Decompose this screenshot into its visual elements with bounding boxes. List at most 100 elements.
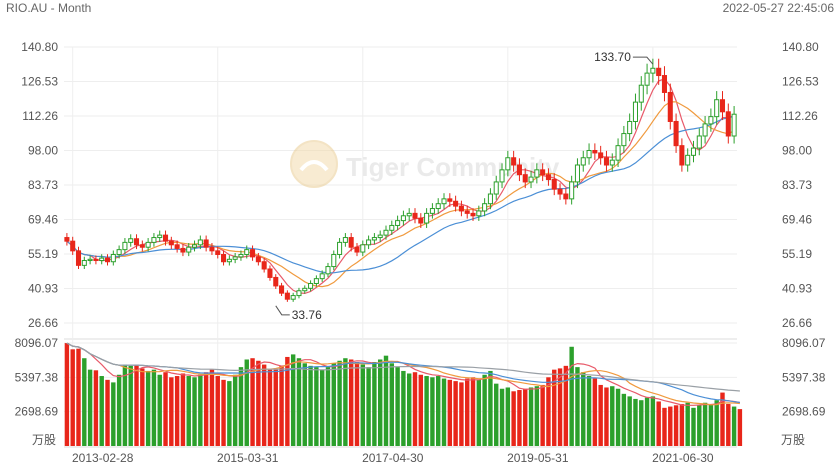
volume-bar xyxy=(383,355,389,446)
volume-unit-left: 万股 xyxy=(32,433,56,447)
price-moving-averages xyxy=(66,78,735,295)
volume-bar xyxy=(679,404,685,446)
volume-bar xyxy=(82,358,87,446)
volume-bar xyxy=(499,388,505,446)
candle-down xyxy=(557,188,563,195)
volume-unit-right: 万股 xyxy=(781,433,805,447)
volume-bar xyxy=(372,362,377,446)
high-annotation: 133.70 xyxy=(594,50,631,64)
volume-bar xyxy=(215,376,220,446)
x-tick-label: 2019-05-31 xyxy=(507,451,569,465)
volume-bar xyxy=(348,359,354,446)
volume-bar xyxy=(586,376,592,446)
volume-bar xyxy=(296,358,302,446)
candle-down xyxy=(516,164,522,176)
candle-up xyxy=(389,224,395,231)
volume-bar xyxy=(662,407,667,446)
volume-bar xyxy=(412,372,418,446)
volume-bar xyxy=(99,376,104,446)
candle-down xyxy=(174,244,180,249)
volume-bar xyxy=(737,409,743,446)
candle-up xyxy=(371,237,377,241)
candle-down xyxy=(168,240,174,246)
volume-bar xyxy=(557,368,563,446)
candle-down xyxy=(279,285,285,294)
volume-ma-line xyxy=(66,342,740,392)
candle-up xyxy=(609,159,615,166)
volume-bar xyxy=(244,359,249,446)
volume-bar xyxy=(424,376,429,446)
candle-up xyxy=(186,246,192,253)
volume-bar xyxy=(174,376,180,446)
candle-down xyxy=(215,250,221,255)
candle-up xyxy=(151,237,157,243)
candle-down xyxy=(603,157,609,166)
candle-down xyxy=(133,238,140,246)
volume-bar xyxy=(610,386,615,446)
candlesticks xyxy=(64,58,737,302)
volume-bar xyxy=(256,360,261,446)
candle-down xyxy=(551,179,557,190)
candle-down xyxy=(656,67,662,77)
volume-bar xyxy=(354,362,360,446)
candle-down xyxy=(464,210,470,214)
price-tick-label: 26.66 xyxy=(782,316,812,330)
candle-up xyxy=(337,241,343,255)
volume-bar xyxy=(476,379,482,446)
candle-up xyxy=(197,239,203,246)
candle-up xyxy=(110,253,116,263)
candle-up xyxy=(441,198,447,205)
price-tick-label: 26.66 xyxy=(28,316,58,330)
volume-bar xyxy=(447,379,453,446)
volume-bar xyxy=(639,400,644,446)
candle-down xyxy=(540,169,546,176)
price-tick-label: 112.26 xyxy=(22,109,58,123)
volume-tick-label: 2698.69 xyxy=(782,405,826,419)
candle-up xyxy=(499,169,505,183)
candle-up xyxy=(493,181,499,195)
volume-bar xyxy=(331,363,336,446)
volume-bar xyxy=(111,382,116,446)
volume-bar xyxy=(453,381,458,446)
volume-bar xyxy=(668,406,673,446)
candle-up xyxy=(145,241,151,248)
volume-bar xyxy=(203,372,209,446)
volume-bar xyxy=(285,356,290,446)
candle-up xyxy=(580,157,586,166)
candle-up xyxy=(81,260,87,266)
candle-down xyxy=(267,268,273,278)
candle-down xyxy=(180,247,186,253)
volume-bar xyxy=(319,369,325,446)
candle-up xyxy=(244,249,250,255)
candle-down xyxy=(592,149,598,154)
candle-up xyxy=(290,295,296,300)
volume-bar xyxy=(482,374,487,446)
candle-up xyxy=(482,203,488,212)
candle-up xyxy=(296,290,302,297)
candle-up xyxy=(435,203,441,210)
annotations: 133.70 33.76 xyxy=(275,50,654,322)
candle-down xyxy=(511,157,517,166)
candle-up xyxy=(232,256,238,260)
volume-tick-label: 5397.38 xyxy=(15,370,59,384)
volume-bar xyxy=(430,377,435,446)
volume-bar xyxy=(250,358,255,446)
candle-up xyxy=(400,215,406,222)
candle-up xyxy=(569,181,575,200)
volume-bar xyxy=(511,391,516,446)
volume-tick-label: 8096.07 xyxy=(782,336,826,350)
candle-down xyxy=(64,237,70,242)
price-tick-label: 140.80 xyxy=(21,40,58,54)
volume-moving-averages xyxy=(66,342,741,406)
candle-down xyxy=(284,292,290,300)
candle-up xyxy=(424,212,430,224)
volume-bar xyxy=(343,358,348,446)
volume-bar xyxy=(128,365,133,446)
candle-down xyxy=(261,261,267,270)
candle-down xyxy=(598,152,604,159)
candle-up xyxy=(696,135,702,149)
candle-up xyxy=(644,72,650,86)
candle-down xyxy=(447,198,453,202)
candle-down xyxy=(661,75,668,93)
price-tick-label: 83.73 xyxy=(782,178,812,192)
